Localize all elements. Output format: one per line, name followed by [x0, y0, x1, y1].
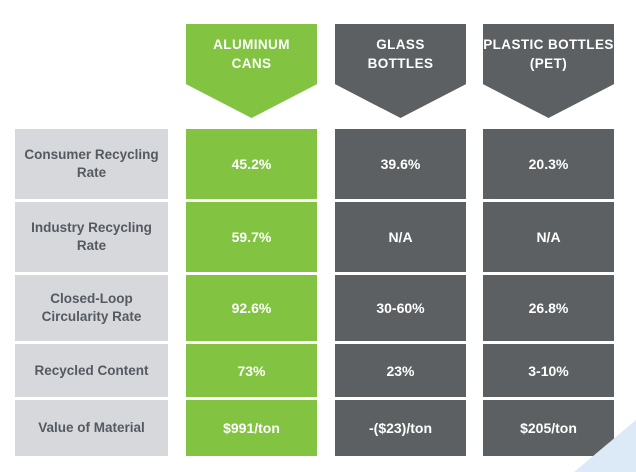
row-label-value-of-material: Value of Material [15, 400, 168, 456]
cell-aluminum-value-of-material: $991/ton [186, 400, 317, 456]
cell-aluminum-industry-recycling-rate: 59.7% [186, 202, 317, 272]
column-header-glass-bottles: GLASS BOTTLES [335, 24, 466, 118]
corner-decoration [574, 420, 636, 472]
column-header-line: CANS [231, 56, 272, 71]
cell-glass-recycled-content: 23% [335, 344, 466, 397]
column-header-aluminum-cans: ALUMINUM CANS [186, 24, 317, 118]
cell-glass-consumer-recycling-rate: 39.6% [335, 129, 466, 199]
column-header-line: (PET) [529, 56, 568, 71]
cell-glass-value-of-material: -($23)/ton [335, 400, 466, 456]
cell-plastic-industry-recycling-rate: N/A [483, 202, 614, 272]
row-label-recycled-content: Recycled Content [15, 344, 168, 397]
row-label-line: Recycled Content [34, 362, 149, 378]
cell-aluminum-consumer-recycling-rate: 45.2% [186, 129, 317, 199]
cell-plastic-consumer-recycling-rate: 20.3% [483, 129, 614, 199]
column-header-plastic-bottles: PLASTIC BOTTLES (PET) [483, 24, 614, 118]
cell-plastic-closed-loop-circularity-rate: 26.8% [483, 275, 614, 341]
row-label-line: Closed-Loop [50, 291, 133, 306]
row-label-closed-loop-circularity-rate: Closed-Loop Circularity Rate [15, 275, 168, 341]
row-label-industry-recycling-rate: Industry Recycling Rate [15, 202, 168, 272]
cell-aluminum-recycled-content: 73% [186, 344, 317, 397]
column-header-line: GLASS [376, 37, 425, 52]
row-label-line: Industry Recycling [31, 220, 152, 235]
cell-aluminum-closed-loop-circularity-rate: 92.6% [186, 275, 317, 341]
column-header-line: BOTTLES [367, 56, 434, 71]
column-header-line: ALUMINUM [213, 37, 290, 52]
corner-accent-shape [574, 420, 636, 472]
column-header-line: PLASTIC BOTTLES [483, 37, 614, 52]
row-label-consumer-recycling-rate: Consumer Recycling Rate [15, 129, 168, 199]
cell-plastic-recycled-content: 3-10% [483, 344, 614, 397]
cell-plastic-value-of-material: $205/ton [483, 400, 614, 456]
row-label-line: Rate [76, 238, 107, 253]
row-label-line: Value of Material [38, 420, 145, 435]
row-label-line: Consumer Recycling [24, 147, 159, 162]
row-label-line: Circularity Rate [41, 309, 142, 324]
row-label-line: Rate [76, 165, 107, 180]
cell-glass-closed-loop-circularity-rate: 30-60% [335, 275, 466, 341]
cell-glass-industry-recycling-rate: N/A [335, 202, 466, 272]
